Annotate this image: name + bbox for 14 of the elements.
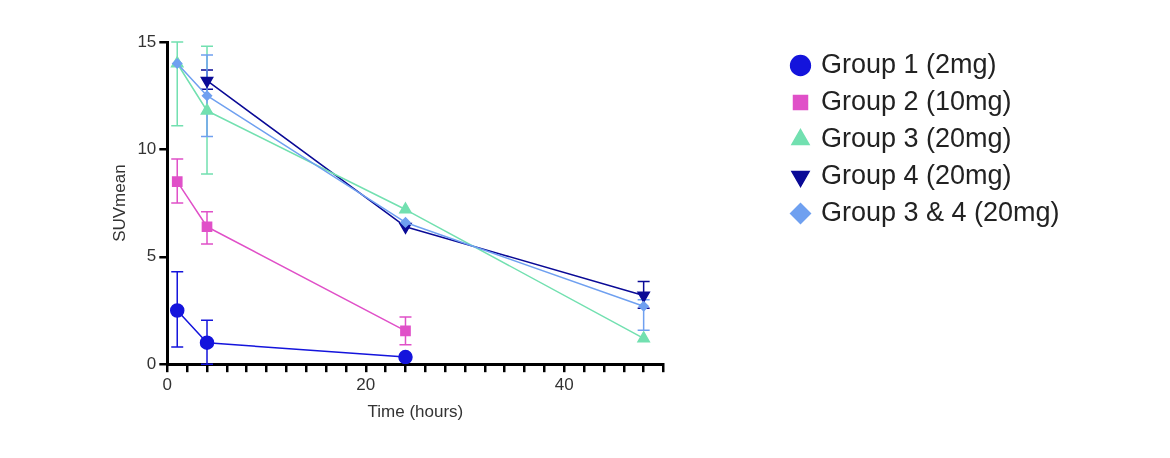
legend-label: Group 4 (20mg)	[821, 159, 1012, 190]
y-tick-label: 10	[137, 139, 157, 159]
y-axis-title: SUVmean	[109, 164, 129, 242]
y-tick-label: 15	[137, 31, 157, 51]
legend-label: Group 2 (10mg)	[821, 85, 1012, 116]
x-axis-title: Time (hours)	[367, 402, 464, 422]
x-tick-label: 0	[162, 375, 173, 395]
y-tick-label: 5	[146, 246, 157, 266]
y-tick-label: 0	[146, 353, 157, 373]
legend-label: Group 1 (2mg)	[821, 48, 997, 79]
x-tick-label: 20	[356, 375, 376, 395]
legend-label: Group 3 (20mg)	[821, 122, 1012, 153]
x-tick-label: 40	[554, 375, 574, 395]
legend-label: Group 3 & 4 (20mg)	[821, 196, 1060, 227]
